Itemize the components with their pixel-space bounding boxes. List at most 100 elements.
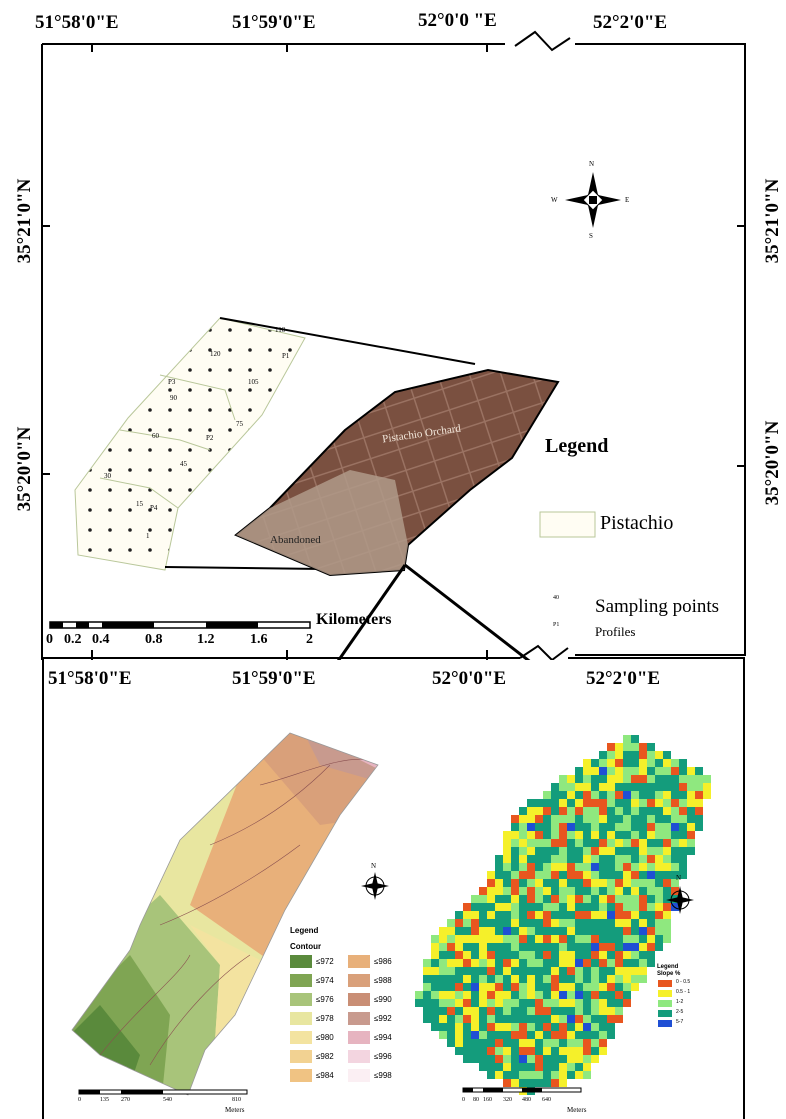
scalebar-tick: 1.6 [250,632,268,647]
slope-cell [671,767,679,775]
slope-cell [583,1039,591,1047]
slope-cell [567,943,575,951]
slope-cell [615,775,623,783]
slope-cell [639,807,647,815]
slope-cell [551,807,559,815]
slope-cell [527,911,535,919]
contour-scale-tick: 135 [100,1097,109,1103]
slope-cell [607,895,615,903]
slope-cell [543,1063,551,1071]
slope-cell [607,919,615,927]
contour-scale-tick: 0 [78,1097,81,1103]
slope-cell [495,911,503,919]
slope-cell [495,1015,503,1023]
slope-cell [615,743,623,751]
slope-cell [503,1063,511,1071]
slope-cell [607,959,615,967]
slope-cell [543,943,551,951]
slope-cell [647,799,655,807]
slope-cell [503,1031,511,1039]
slope-cell [495,1039,503,1047]
slope-cell [559,1031,567,1039]
slope-cell [591,791,599,799]
slope-cell [527,975,535,983]
slope-cell [639,751,647,759]
slope-cell [615,879,623,887]
slope-cell [679,871,687,879]
slope-cell [687,847,695,855]
slope-cell [431,1007,439,1015]
slope-cell [527,935,535,943]
slope-cell [583,951,591,959]
slope-cell [551,839,559,847]
slope-cell [671,807,679,815]
slope-cell [567,911,575,919]
slope-cell [487,919,495,927]
bottom-coord-4: 52°2'0"E [586,668,661,689]
sample-label: 60 [152,432,159,440]
slope-cell [487,951,495,959]
slope-cell [519,959,527,967]
slope-cell [487,871,495,879]
slope-cell [599,927,607,935]
slope-cell [495,887,503,895]
slope-cell [423,999,431,1007]
slope-cell [543,951,551,959]
slope-cell [447,943,455,951]
slope-cell [511,839,519,847]
slope-cell [431,1023,439,1031]
sample-label: 105 [248,378,259,386]
slope-cell [559,887,567,895]
slope-cell [607,1031,615,1039]
slope-cell [527,1031,535,1039]
slope-cell [679,799,687,807]
slope-cell [623,983,631,991]
slope-cell [591,1015,599,1023]
slope-cell [599,807,607,815]
slope-cell [679,855,687,863]
slope-cell [567,999,575,1007]
slope-cell [631,751,639,759]
slope-cell [591,839,599,847]
contour-legend-swatch [290,955,312,968]
slope-cell [623,871,631,879]
slope-cell [655,903,663,911]
slope-cell [567,919,575,927]
slope-cell [583,1007,591,1015]
slope-cell [535,863,543,871]
slope-cell [679,807,687,815]
slope-cell [511,1055,519,1063]
slope-map [415,735,711,1095]
slope-cell [567,1071,575,1079]
slope-cell [639,767,647,775]
slope-cell [599,983,607,991]
slope-cell [583,1047,591,1055]
slope-cell [607,999,615,1007]
slope-cell [527,807,535,815]
slope-cell [487,983,495,991]
slope-cell [415,991,423,999]
slope-cell [591,767,599,775]
slope-cell [639,879,647,887]
slope-cell [623,847,631,855]
slope-cell [623,831,631,839]
slope-cell [591,911,599,919]
slope-cell [511,895,519,903]
contour-legend-label: ≤976 [316,995,334,1004]
contour-legend-label: ≤992 [374,1014,392,1023]
slope-cell [471,1007,479,1015]
slope-cell [607,847,615,855]
slope-cell [575,927,583,935]
slope-cell [511,1079,519,1087]
slope-cell [543,1055,551,1063]
sample-label: 1 [146,532,150,540]
slope-cell [559,791,567,799]
slope-cell [615,943,623,951]
slope-cell [671,847,679,855]
slope-cell [663,855,671,863]
slope-cell [647,775,655,783]
slope-cell [543,1079,551,1087]
slope-cell [679,823,687,831]
slope-cell [535,943,543,951]
slope-cell [591,959,599,967]
